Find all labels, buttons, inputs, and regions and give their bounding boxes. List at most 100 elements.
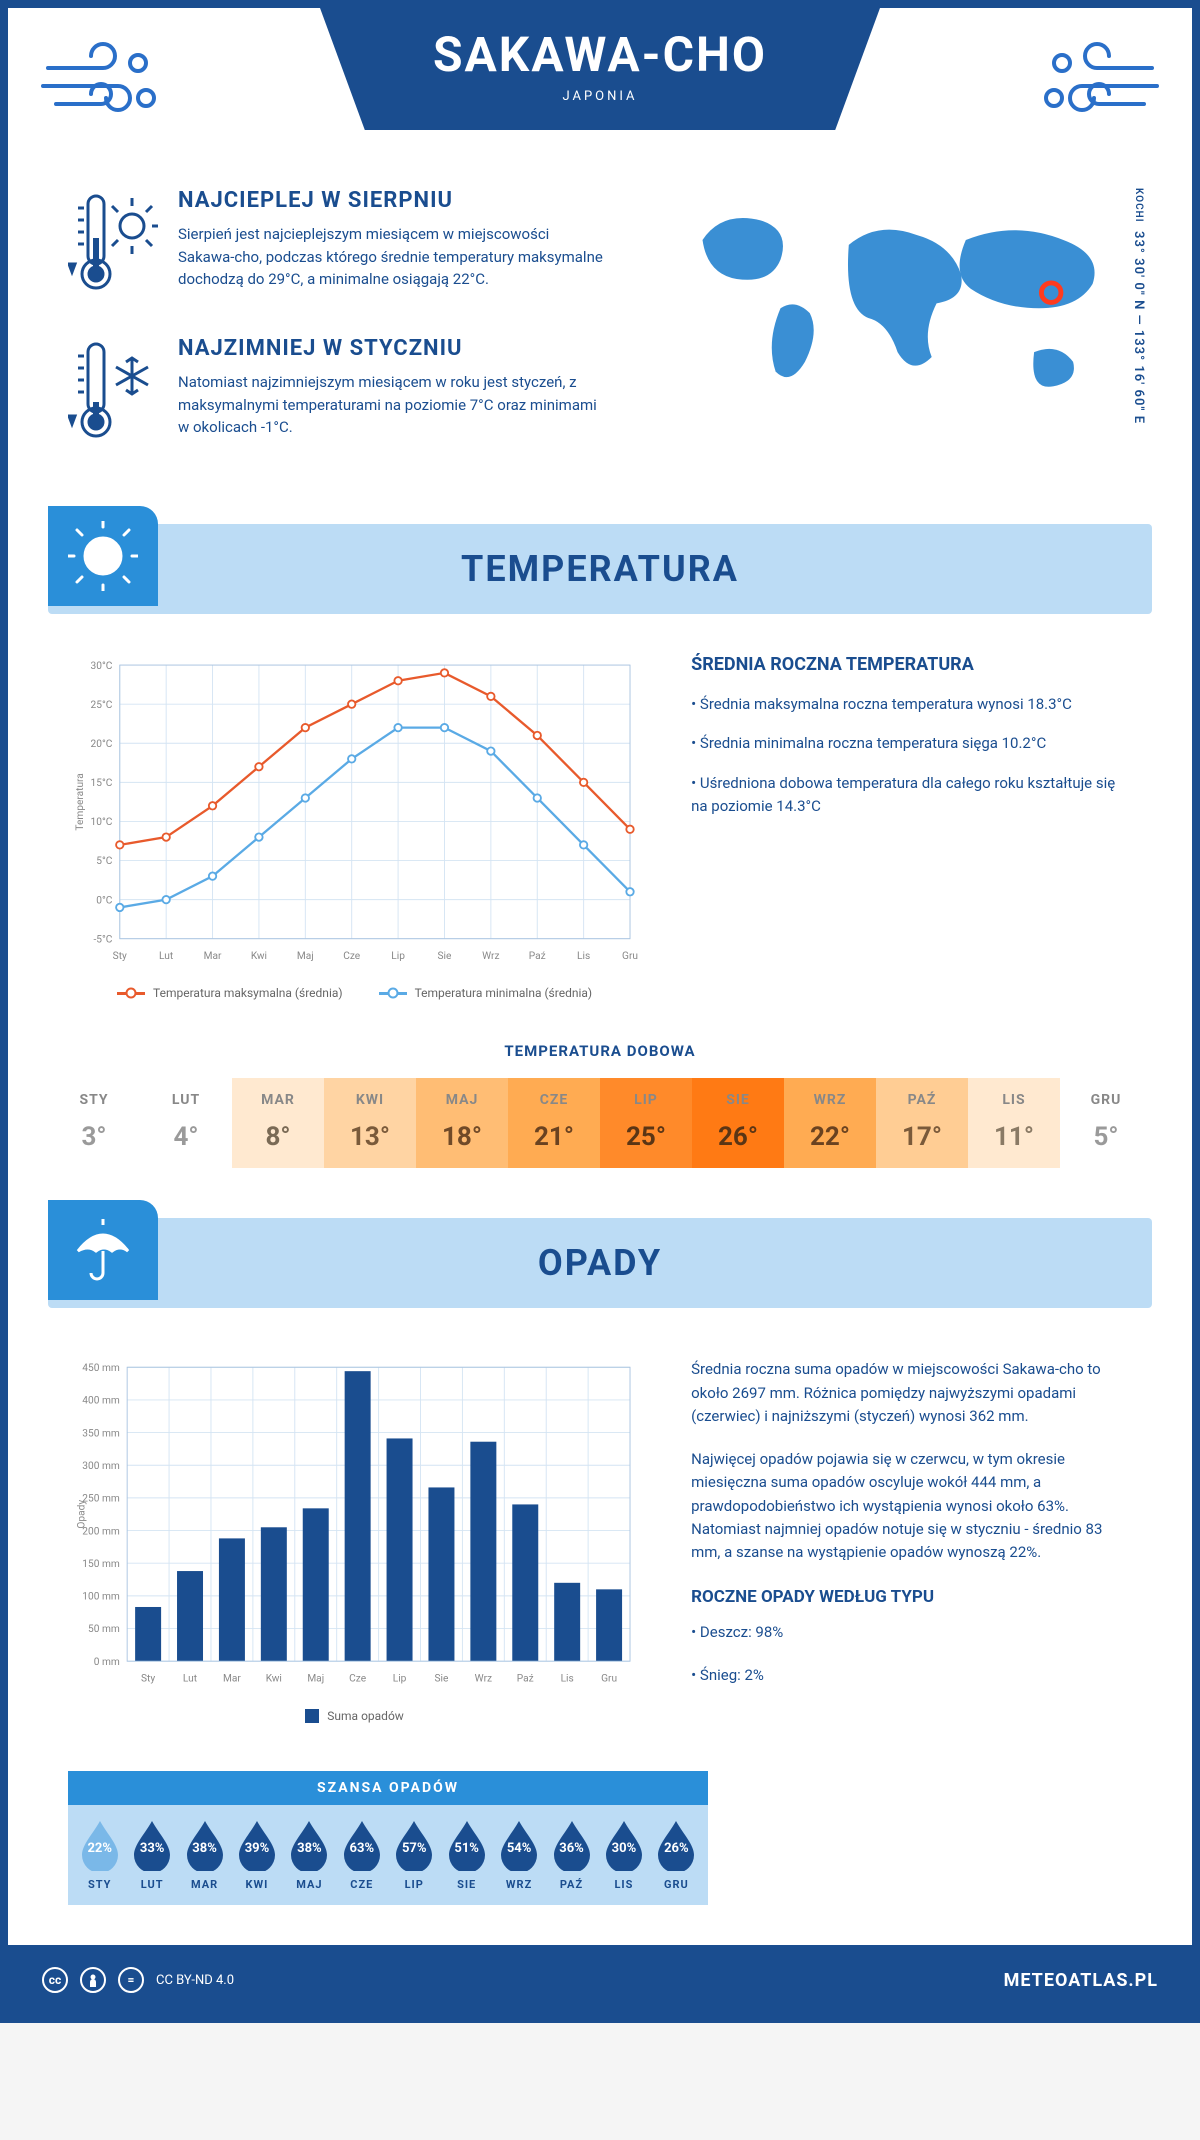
temp-bullet: • Średnia maksymalna roczna temperatura …	[691, 693, 1132, 716]
license: cc = CC BY-ND 4.0	[42, 1967, 234, 1993]
chance-drop: 36%PAŹ	[548, 1819, 595, 1891]
daily-cell: PAŹ17°	[876, 1078, 968, 1168]
svg-text:450 mm: 450 mm	[82, 1363, 120, 1374]
svg-text:Mar: Mar	[223, 1674, 241, 1685]
temperature-area: -5°C0°C5°C10°C15°C20°C25°C30°CStyLutMarK…	[8, 614, 1192, 1030]
svg-text:Cze: Cze	[349, 1674, 367, 1685]
svg-text:Sty: Sty	[113, 951, 127, 962]
svg-text:Paź: Paź	[529, 951, 546, 962]
world-map	[644, 188, 1132, 448]
daily-cell: GRU5°	[1060, 1078, 1152, 1168]
svg-text:Lut: Lut	[183, 1674, 197, 1685]
location-panel: KOCHI 33° 30' 0" N — 133° 16' 60" E	[644, 188, 1132, 484]
chance-drop: 26%GRU	[653, 1819, 700, 1891]
svg-text:350 mm: 350 mm	[82, 1429, 120, 1440]
daily-cell: LIS11°	[968, 1078, 1060, 1168]
section-header-temperature: TEMPERATURA	[48, 524, 1152, 614]
temperature-summary: ŚREDNIA ROCZNA TEMPERATURA • Średnia mak…	[691, 654, 1132, 1000]
thermometer-sun-icon	[68, 188, 158, 302]
daily-cell: STY3°	[48, 1078, 140, 1168]
chance-drop: 57%LIP	[391, 1819, 438, 1891]
chance-of-precip: SZANSA OPADÓW 22%STY33%LUT38%MAR39%KWI38…	[68, 1771, 708, 1905]
nd-icon: =	[118, 1967, 144, 1993]
daily-cell: LIP25°	[600, 1078, 692, 1168]
type-bullet: • Deszcz: 98%	[691, 1621, 1132, 1644]
daily-cell: WRZ22°	[784, 1078, 876, 1168]
svg-text:Lip: Lip	[391, 951, 405, 962]
chance-drop: 63%CZE	[338, 1819, 385, 1891]
daily-temp-strip: STY3°LUT4°MAR8°KWI13°MAJ18°CZE21°LIP25°S…	[48, 1078, 1152, 1168]
wind-icon	[38, 38, 168, 132]
page-title: SAKAWA-CHO	[350, 26, 850, 83]
chance-drop: 51%SIE	[443, 1819, 490, 1891]
svg-text:Gru: Gru	[601, 1674, 617, 1685]
svg-text:100 mm: 100 mm	[82, 1592, 120, 1603]
coordinates: KOCHI 33° 30' 0" N — 133° 16' 60" E	[1131, 188, 1146, 424]
page: SAKAWA-CHO JAPONIA NAJCIEPLEJ W SIERPNIU…	[0, 0, 1200, 2023]
svg-text:Mar: Mar	[204, 951, 222, 962]
daily-cell: CZE21°	[508, 1078, 600, 1168]
daily-cell: KWI13°	[324, 1078, 416, 1168]
chance-drop: 54%WRZ	[495, 1819, 542, 1891]
svg-text:0°C: 0°C	[96, 895, 113, 906]
svg-text:30°C: 30°C	[91, 661, 113, 672]
svg-text:Lis: Lis	[577, 951, 590, 962]
section-title: OPADY	[538, 1242, 662, 1284]
footer: cc = CC BY-ND 4.0 METEOATLAS.PL	[8, 1945, 1192, 2015]
brand: METEOATLAS.PL	[1004, 1970, 1158, 1991]
svg-text:Paź: Paź	[517, 1674, 534, 1685]
svg-text:Kwi: Kwi	[251, 951, 267, 962]
svg-text:Wrz: Wrz	[482, 951, 499, 962]
temperature-legend: Temperatura maksymalna (średnia) Tempera…	[68, 986, 641, 1000]
svg-text:Sie: Sie	[438, 951, 452, 962]
warmest-body: Sierpień jest najcieplejszym miesiącem w…	[178, 223, 604, 291]
svg-text:Maj: Maj	[307, 1674, 324, 1685]
temp-bullet: • Uśredniona dobowa temperatura dla całe…	[691, 772, 1132, 819]
svg-text:Sie: Sie	[435, 1674, 449, 1685]
type-bullet: • Śnieg: 2%	[691, 1664, 1132, 1687]
precip-chart: 0 mm 50 mm 100 mm 150 mm 200 mm 250 mm 300 mm 3…	[68, 1358, 641, 1723]
chance-drop: 38%MAR	[181, 1819, 228, 1891]
by-icon	[80, 1967, 106, 1993]
svg-text:Lis: Lis	[561, 1674, 574, 1685]
chance-drop: 38%MAJ	[286, 1819, 333, 1891]
svg-text:-5°C: -5°C	[93, 934, 112, 945]
chance-drop: 39%KWI	[233, 1819, 280, 1891]
section-header-precip: OPADY	[48, 1218, 1152, 1308]
warmest-block: NAJCIEPLEJ W SIERPNIU Sierpień jest najc…	[68, 188, 604, 302]
svg-text:200 mm: 200 mm	[82, 1527, 120, 1538]
svg-text:Kwi: Kwi	[266, 1674, 282, 1685]
warmest-heading: NAJCIEPLEJ W SIERPNIU	[178, 188, 604, 213]
coldest-block: NAJZIMNIEJ W STYCZNIU Natomiast najzimni…	[68, 336, 604, 450]
daily-cell: MAJ18°	[416, 1078, 508, 1168]
coldest-body: Natomiast najzimniejszym miesiącem w rok…	[178, 371, 604, 439]
chance-drop: 33%LUT	[128, 1819, 175, 1891]
svg-text:Lut: Lut	[159, 951, 173, 962]
thermometer-snow-icon	[68, 336, 158, 450]
umbrella-icon	[48, 1200, 158, 1300]
svg-text:10°C: 10°C	[91, 817, 113, 828]
chance-drop: 30%LIS	[600, 1819, 647, 1891]
chance-drop: 22%STY	[76, 1819, 123, 1891]
daily-cell: SIE26°	[692, 1078, 784, 1168]
daily-cell: LUT4°	[140, 1078, 232, 1168]
cc-icon: cc	[42, 1967, 68, 1993]
coldest-heading: NAJZIMNIEJ W STYCZNIU	[178, 336, 604, 361]
svg-text:Temperatura: Temperatura	[75, 773, 86, 830]
svg-text:Lip: Lip	[393, 1674, 407, 1685]
svg-text:20°C: 20°C	[91, 739, 113, 750]
svg-text:Opady: Opady	[77, 1500, 88, 1529]
daily-temp-heading: TEMPERATURA DOBOWA	[8, 1042, 1192, 1060]
svg-text:50 mm: 50 mm	[88, 1625, 120, 1636]
svg-text:Sty: Sty	[141, 1674, 155, 1685]
section-title: TEMPERATURA	[461, 548, 739, 590]
svg-text:25°C: 25°C	[91, 700, 113, 711]
svg-text:250 mm: 250 mm	[82, 1494, 120, 1505]
svg-text:5°C: 5°C	[96, 856, 113, 867]
page-subtitle: JAPONIA	[350, 89, 850, 104]
svg-text:0 mm: 0 mm	[94, 1657, 120, 1668]
temp-bullet: • Średnia minimalna roczna temperatura s…	[691, 732, 1132, 755]
svg-text:150 mm: 150 mm	[82, 1559, 120, 1570]
svg-text:300 mm: 300 mm	[82, 1461, 120, 1472]
svg-text:Wrz: Wrz	[475, 1674, 492, 1685]
